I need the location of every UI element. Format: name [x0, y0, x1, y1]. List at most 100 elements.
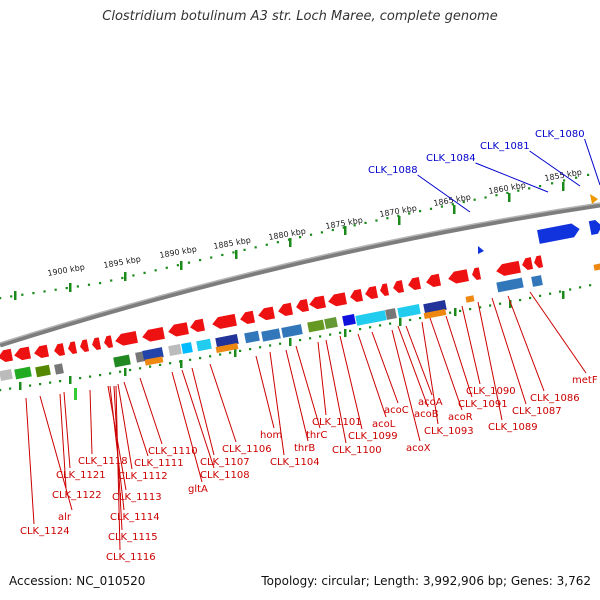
scale-dot [0, 297, 2, 300]
scale-dot [199, 259, 202, 262]
scale-dot [479, 306, 482, 309]
cds-arrow [142, 327, 165, 342]
gene-label: CLK_1122 [52, 490, 102, 501]
gene-label: alr [58, 512, 72, 523]
leader-line [181, 369, 215, 469]
leader-line [405, 325, 433, 396]
scale-dot [563, 179, 566, 182]
leader-line [391, 329, 421, 442]
scale-dot [243, 248, 246, 251]
scale-dot [389, 322, 392, 325]
scale-tick [234, 349, 237, 357]
gene-label: CLK_1086 [530, 393, 580, 404]
scale-dot [121, 276, 124, 280]
scale-dot [587, 173, 590, 176]
leader-line [475, 162, 549, 193]
scale-dot [159, 363, 162, 366]
cds-arrow [240, 310, 256, 325]
leader-line [295, 345, 321, 429]
feature-box [196, 338, 212, 352]
scale-tick [562, 182, 565, 191]
scale-dot [54, 288, 57, 291]
gene-label: acoX [406, 443, 431, 454]
scale-label: 1890 kbp [159, 245, 198, 260]
scale-dot [254, 246, 257, 249]
cds-arrow [393, 280, 405, 293]
scale-label: 1895 kbp [103, 255, 142, 270]
scale-dot [549, 292, 552, 295]
gene-label: CLK_1124 [20, 526, 70, 537]
scale-dot [239, 349, 242, 352]
feature-box [181, 342, 193, 354]
scale-dot [269, 344, 272, 347]
gene-label: CLK_1107 [200, 457, 250, 468]
scale-tick [453, 205, 456, 214]
gene-label: hom [260, 430, 282, 441]
gene-label: CLK_1116 [106, 552, 156, 563]
scale-dot [462, 200, 465, 204]
gene-label: acoA [418, 397, 443, 408]
scale-dot [59, 380, 62, 383]
scale-dot [440, 205, 444, 208]
leader-line [397, 325, 429, 408]
scale-dot [419, 317, 422, 320]
gene-label: thrC [306, 430, 327, 441]
leader-line [529, 291, 587, 374]
scale-dot [349, 329, 352, 333]
scale-dot [221, 253, 224, 257]
gene-label: CLK_1121 [56, 470, 106, 481]
scale-dot [29, 384, 32, 387]
cds-arrow [380, 283, 390, 296]
scale-dot [199, 357, 202, 360]
gene-label: CLK_1106 [222, 444, 272, 455]
gene-label: thrB [294, 443, 315, 454]
scale-dot [169, 362, 172, 365]
scale-dot [551, 182, 554, 185]
feature-box [113, 354, 131, 368]
leader-line [59, 393, 67, 489]
gene-label-blue: CLK_1088 [368, 165, 418, 176]
scale-tick [19, 382, 22, 390]
scale-dot [319, 335, 322, 338]
feature-box [593, 263, 600, 271]
leader-line [339, 335, 363, 430]
scale-tick [398, 216, 401, 225]
scale-tick [124, 272, 127, 281]
leader-line [357, 333, 387, 418]
cds-arrow [534, 255, 544, 268]
scale-dot [449, 311, 452, 314]
feature-box [14, 366, 32, 380]
scale-tick [509, 300, 512, 308]
scale-tick [289, 238, 292, 247]
scale-dot [529, 296, 532, 300]
scale-dot [397, 214, 400, 217]
scale-dot [287, 238, 291, 241]
scale-dot [386, 217, 389, 220]
scale-dot [165, 266, 168, 269]
scale-dot [539, 185, 542, 188]
cds-arrow [296, 298, 310, 313]
leader-line [269, 351, 285, 456]
scale-dot [210, 256, 213, 259]
scale-tick [454, 308, 457, 316]
feature-box [54, 363, 64, 375]
scale-dot [519, 299, 522, 302]
scale-dot [589, 284, 592, 287]
gene-label: CLK_1111 [134, 458, 184, 469]
accession-text: Accession: NC_010520 [9, 574, 146, 588]
scale-dot [187, 261, 191, 264]
cds-arrow [365, 285, 379, 300]
gene-label: CLK_1089 [488, 422, 538, 433]
map-title: Clostridium botulinum A3 str. Loch Maree… [102, 9, 498, 24]
scale-dot [579, 286, 582, 289]
scale-dot [539, 294, 542, 297]
cds-arrow [92, 337, 102, 350]
scale-dot [375, 219, 378, 222]
gene-label-blue: CLK_1084 [426, 153, 476, 164]
scale-dot [506, 191, 509, 195]
leader-line [584, 138, 600, 186]
scale-dot [495, 194, 498, 197]
leader-line [209, 363, 237, 443]
cds-arrow [168, 322, 189, 337]
leader-line [285, 349, 309, 442]
